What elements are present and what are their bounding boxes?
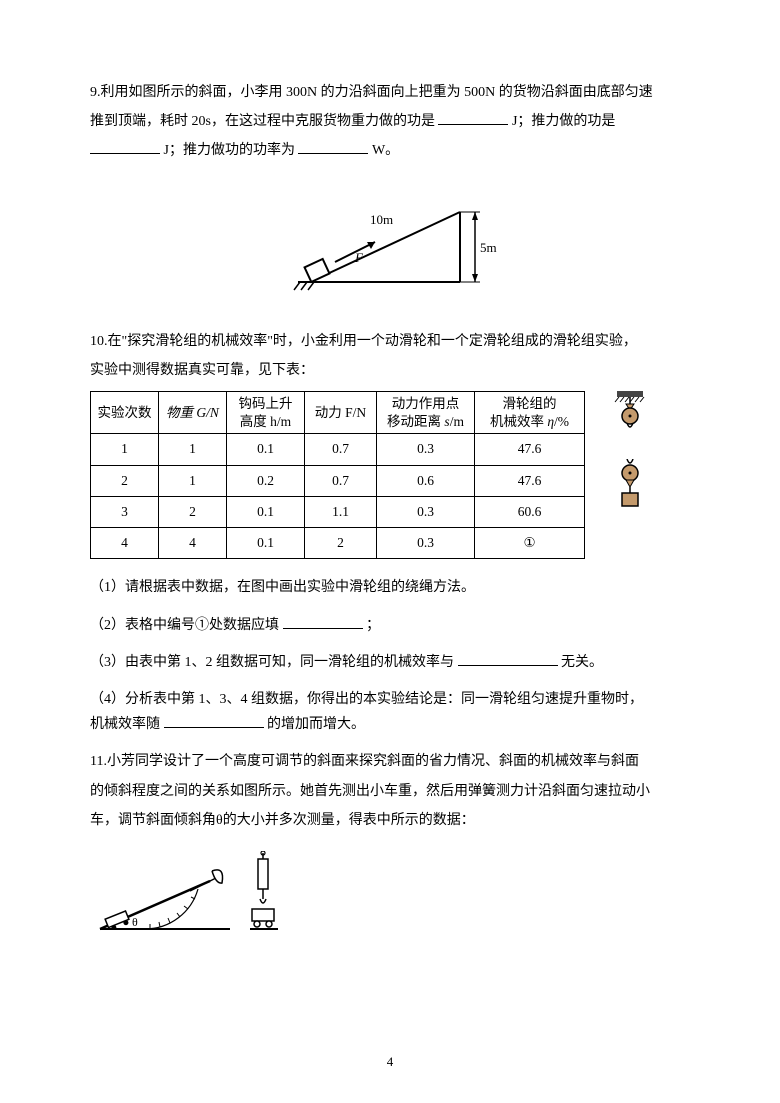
q10-blank-3	[458, 650, 558, 666]
q10-sub2: （2）表格中编号①处数据应填 ；	[90, 613, 690, 638]
q11-figure: θ	[90, 851, 690, 950]
cell: 1	[159, 465, 227, 496]
table-row: 4 4 0.1 2 0.3 ①	[91, 528, 585, 559]
cell: 1	[159, 434, 227, 465]
th-0: 实验次数	[91, 392, 159, 434]
q11-angle-label: θ	[132, 915, 138, 929]
q10-sub4: （4）分析表中第 1、3、4 组数据，你得出的本实验结论是：同一滑轮组匀速提升重…	[90, 687, 690, 737]
table-row: 2 1 0.2 0.7 0.6 47.6	[91, 465, 585, 496]
pulley-diagram-column	[613, 391, 647, 509]
th-1: 物重 G/N	[159, 392, 227, 434]
cell: 0.7	[305, 465, 377, 496]
table-header-row: 实验次数 物重 G/N 钩码上升高度 h/m 动力 F/N 动力作用点移动距离 …	[91, 392, 585, 434]
cell: 0.1	[227, 434, 305, 465]
q9-height-label: 5m	[480, 240, 497, 255]
q11-line3: 车，调节斜面倾斜角θ的大小并多次测量，得表中所示的数据：	[90, 808, 690, 833]
cell: 0.3	[377, 528, 475, 559]
q10-sub3-a: （3）由表中第 1、2 组数据可知，同一滑轮组的机械效率与	[90, 655, 454, 670]
q9-blank-2	[90, 138, 160, 154]
q9-figure: F 10m 5m	[90, 182, 690, 311]
cell: 0.3	[377, 434, 475, 465]
cell: 1.1	[305, 496, 377, 527]
cell: 60.6	[475, 496, 585, 527]
th-5: 滑轮组的机械效率 η/%	[475, 392, 585, 434]
cell: 1	[91, 434, 159, 465]
cell: 0.7	[305, 434, 377, 465]
cell: 3	[91, 496, 159, 527]
q9-frag-d: J；推力做功的功率为	[164, 143, 295, 158]
q9-frag-e: W。	[372, 143, 399, 158]
q10-line1: 10.在"探究滑轮组的机械效率"时，小金利用一个动滑轮和一个定滑轮组成的滑轮组实…	[90, 329, 690, 354]
q11-line1: 11.小芳同学设计了一个高度可调节的斜面来探究斜面的省力情况、斜面的机械效率与斜…	[90, 749, 690, 774]
q9-blank-1	[438, 109, 508, 125]
cell: 0.2	[227, 465, 305, 496]
q9-frag-c: J；推力做的功是	[512, 114, 615, 129]
page-number: 4	[387, 1050, 394, 1073]
table-body: 1 1 0.1 0.7 0.3 47.6 2 1 0.2 0.7 0.6 47.…	[91, 434, 585, 559]
q10-sub2-a: （2）表格中编号①处数据应填	[90, 618, 279, 633]
q9-blank-3	[298, 138, 368, 154]
fixed-pulley-icon	[613, 391, 647, 431]
q9-line3: J；推力做功的功率为 W。	[90, 138, 690, 163]
cell: 2	[159, 496, 227, 527]
cell: 4	[159, 528, 227, 559]
q10-line2: 实验中测得数据真实可靠，见下表：	[90, 358, 690, 383]
q9-frag-b: 推到顶端，耗时 20s，在这过程中克服货物重力做的功是	[90, 114, 435, 129]
cell: 2	[91, 465, 159, 496]
q9-line1: 9.利用如图所示的斜面，小李用 300N 的力沿斜面向上把重为 500N 的货物…	[90, 80, 690, 105]
q9-line2: 推到顶端，耗时 20s，在这过程中克服货物重力做的功是 J；推力做的功是	[90, 109, 690, 134]
q10-sub4-a: （4）分析表中第 1、3、4 组数据，你得出的本实验结论是：同一滑轮组匀速提升重…	[90, 687, 690, 712]
q10-sub4-b: 机械效率随	[90, 717, 160, 732]
cell: 0.1	[227, 528, 305, 559]
q9-slope-label: 10m	[370, 212, 393, 227]
cell: 2	[305, 528, 377, 559]
cell: 0.1	[227, 496, 305, 527]
q10-sub1: （1）请根据表中数据，在图中画出实验中滑轮组的绕绳方法。	[90, 575, 690, 600]
q10-sub4-c: 的增加而增大。	[267, 717, 365, 732]
cell: 47.6	[475, 434, 585, 465]
q10-blank-4	[164, 712, 264, 728]
movable-pulley-icon	[613, 459, 647, 509]
q10-table: 实验次数 物重 G/N 钩码上升高度 h/m 动力 F/N 动力作用点移动距离 …	[90, 391, 585, 559]
q10-sub2-b: ；	[366, 618, 380, 633]
q9-force-label: F	[354, 250, 364, 265]
q11-line2: 的倾斜程度之间的关系如图所示。她首先测出小车重，然后用弹簧测力计沿斜面匀速拉动小	[90, 779, 690, 804]
th-3: 动力 F/N	[305, 392, 377, 434]
table-row: 1 1 0.1 0.7 0.3 47.6	[91, 434, 585, 465]
cell: 4	[91, 528, 159, 559]
q10-sub3: （3）由表中第 1、2 组数据可知，同一滑轮组的机械效率与 无关。	[90, 650, 690, 675]
q10-sub3-b: 无关。	[561, 655, 603, 670]
q10-blank-2	[283, 613, 363, 629]
th-4: 动力作用点移动距离 s/m	[377, 392, 475, 434]
table-row: 3 2 0.1 1.1 0.3 60.6	[91, 496, 585, 527]
cell: ①	[475, 528, 585, 559]
th-2: 钩码上升高度 h/m	[227, 392, 305, 434]
cell: 47.6	[475, 465, 585, 496]
cell: 0.6	[377, 465, 475, 496]
cell: 0.3	[377, 496, 475, 527]
